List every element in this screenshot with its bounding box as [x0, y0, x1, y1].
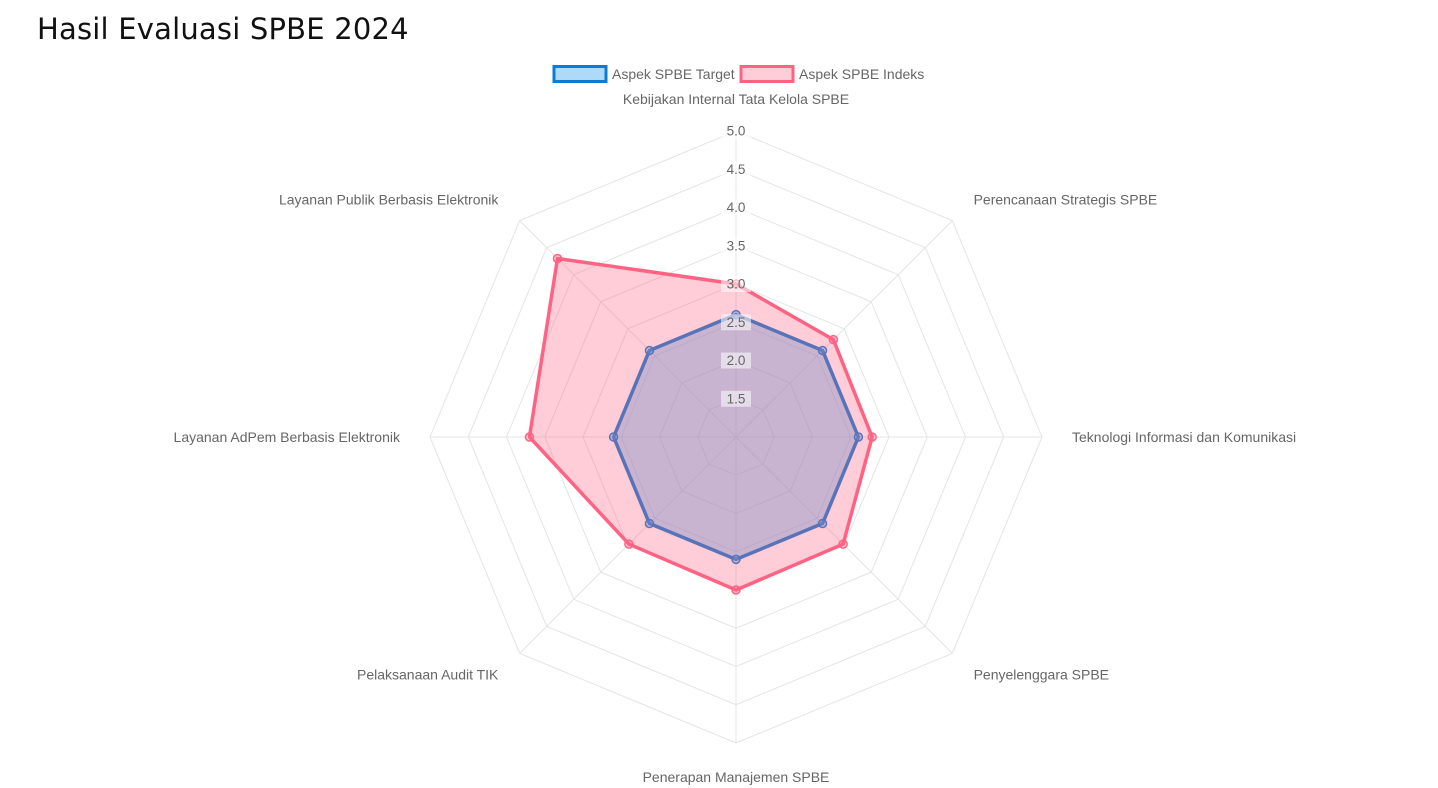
data-point[interactable]: [867, 432, 877, 442]
data-point[interactable]: [817, 345, 828, 356]
axis-label: Penerapan Manajemen SPBE: [643, 769, 830, 785]
tick-label: 5.0: [727, 124, 746, 139]
legend-item[interactable]: Aspek SPBE Target: [552, 65, 735, 83]
data-point[interactable]: [608, 432, 619, 442]
axis-label: Pelaksanaan Audit TIK: [357, 667, 499, 683]
tick-label: 4.0: [727, 200, 746, 215]
grid-spoke: [519, 220, 737, 438]
tick-label: 1.5: [727, 391, 746, 406]
data-point[interactable]: [624, 539, 634, 549]
legend-swatch: [739, 65, 795, 83]
data-point[interactable]: [838, 539, 848, 549]
tick-label: 3.0: [727, 277, 746, 292]
chart-label-layer: Kebijakan Internal Tata Kelola SPBE Peren…: [174, 91, 1297, 785]
tick-label: 4.5: [727, 162, 746, 177]
tick-backdrop: [721, 199, 751, 216]
series-group: [524, 253, 877, 595]
axis-label: Perencanaan Strategis SPBE: [974, 191, 1158, 207]
data-point[interactable]: [552, 253, 563, 264]
legend-label: Aspek SPBE Target: [612, 66, 735, 82]
legend-swatch: [552, 65, 608, 83]
data-point[interactable]: [731, 585, 741, 595]
legend-item[interactable]: Aspek SPBE Indeks: [739, 65, 924, 83]
tick-backdrop: [721, 161, 751, 178]
data-point[interactable]: [524, 432, 535, 442]
tick-label: 3.5: [727, 238, 746, 253]
data-point[interactable]: [644, 345, 655, 356]
tick-backdrop: [721, 314, 751, 331]
legend-label: Aspek SPBE Indeks: [799, 66, 924, 82]
tick-backdrop: [721, 237, 751, 254]
tick-backdrop: [721, 390, 751, 407]
chart-legend[interactable]: Aspek SPBE Target Aspek SPBE Indeks: [552, 65, 924, 83]
page-title: Hasil Evaluasi SPBE 2024: [37, 12, 409, 46]
data-point[interactable]: [731, 554, 741, 565]
data-point[interactable]: [828, 334, 839, 345]
chart-grid: [429, 130, 1043, 744]
grid-spoke: [735, 220, 953, 438]
tick-label: 2.5: [727, 315, 746, 330]
data-point[interactable]: [853, 432, 864, 442]
axis-label: Layanan Publik Berbasis Elektronik: [279, 191, 499, 207]
axis-label: Kebijakan Internal Tata Kelola SPBE: [623, 91, 849, 107]
chart-tick-layer: 1.5 2.0 2.5 3.0 3.5 4.0 4.5 5.0: [721, 123, 751, 407]
chart-series-layer: [524, 253, 877, 595]
tick-backdrop: [721, 352, 751, 369]
tick-backdrop: [721, 123, 751, 139]
data-point[interactable]: [817, 518, 828, 529]
data-point[interactable]: [644, 518, 655, 529]
series-area: [611, 312, 861, 562]
tick-backdrop: [721, 276, 751, 292]
axis-label: Layanan AdPem Berbasis Elektronik: [174, 429, 401, 445]
axis-label: Teknologi Informasi dan Komunikasi: [1072, 429, 1296, 445]
axis-label: Penyelenggara SPBE: [974, 667, 1109, 683]
tick-label: 2.0: [727, 353, 746, 368]
series-area: [527, 256, 874, 592]
